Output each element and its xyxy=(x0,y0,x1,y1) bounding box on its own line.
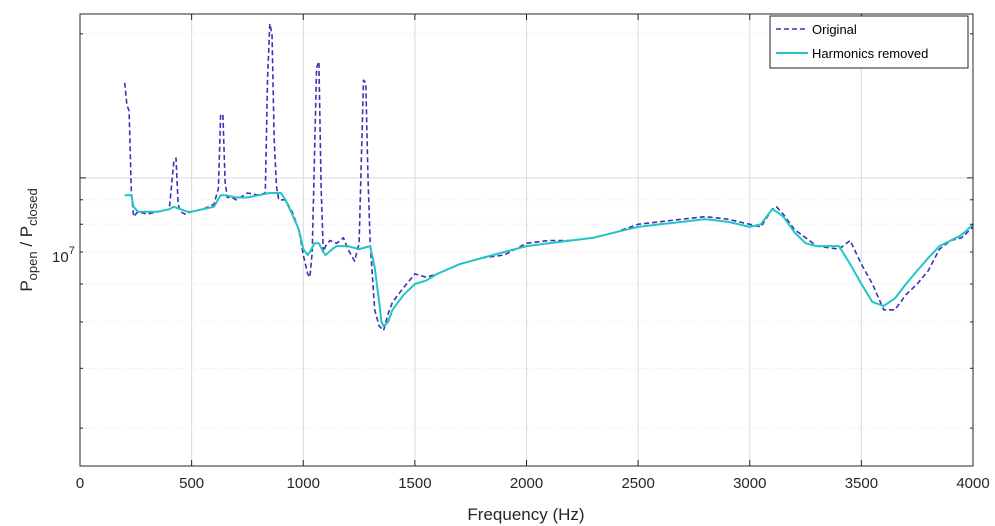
y-label-sub-closed: closed xyxy=(25,188,40,226)
y-axis-ticks xyxy=(80,33,973,429)
x-axis-ticks: 0 500 1000 1500 2000 2500 3000 3500 4000 xyxy=(76,14,990,492)
x-tick-label: 4000 xyxy=(956,475,989,492)
x-tick-label: 2000 xyxy=(510,475,543,492)
y-label-slash: / P xyxy=(17,226,36,252)
legend-label-original: Original xyxy=(812,22,857,37)
x-tick-label: 1000 xyxy=(287,475,320,492)
x-tick-label: 500 xyxy=(179,475,204,492)
series-lines xyxy=(123,22,974,332)
x-tick-label: 3500 xyxy=(845,475,878,492)
y-label-sub-open: open xyxy=(25,251,40,280)
x-tick-label: 3000 xyxy=(733,475,766,492)
y-tick-exponent: 7 xyxy=(69,245,75,257)
series-line-harmonics-removed xyxy=(124,192,974,328)
x-axis-label: Frequency (Hz) xyxy=(467,505,584,524)
legend-box xyxy=(769,15,969,69)
x-tick-label: 0 xyxy=(76,475,84,492)
legend-label-harmonics-removed: Harmonics removed xyxy=(812,46,928,61)
y-tick-base: 10 xyxy=(52,249,69,266)
x-tick-label: 1500 xyxy=(398,475,431,492)
y-major-tick-label: 107 xyxy=(52,245,75,266)
legend: Original Harmonics removed xyxy=(769,15,969,69)
x-tick-label: 2500 xyxy=(621,475,654,492)
series-line-original xyxy=(123,22,974,332)
y-axis-label: Popen / Pclosed xyxy=(17,188,40,291)
y-label-p: P xyxy=(17,280,36,291)
